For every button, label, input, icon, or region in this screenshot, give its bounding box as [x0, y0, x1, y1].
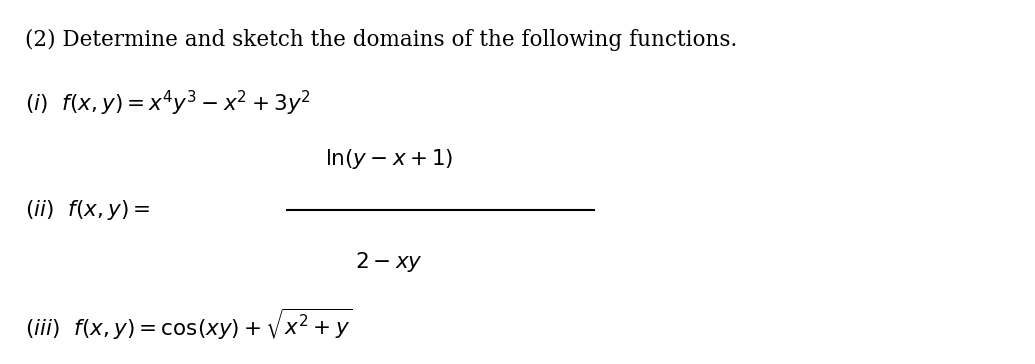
Text: (2) Determine and sketch the domains of the following functions.: (2) Determine and sketch the domains of …	[25, 29, 737, 51]
Text: $(i)\ \ f(x, y) = x^4y^3 - x^2 + 3y^2$: $(i)\ \ f(x, y) = x^4y^3 - x^2 + 3y^2$	[25, 89, 310, 118]
Text: $2 - xy$: $2 - xy$	[355, 250, 423, 274]
Text: $(iii)\ \ f(x, y) = \cos(xy) + \sqrt{x^2 + y}$: $(iii)\ \ f(x, y) = \cos(xy) + \sqrt{x^2…	[25, 306, 352, 342]
Text: $(ii)\ \ f(x, y) =$: $(ii)\ \ f(x, y) =$	[25, 198, 150, 222]
Text: $\ln(y - x + 1)$: $\ln(y - x + 1)$	[325, 147, 453, 171]
